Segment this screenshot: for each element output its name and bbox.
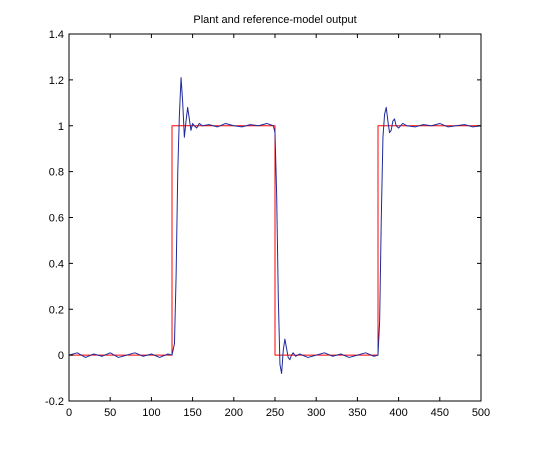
x-tick-label: 400: [389, 407, 407, 419]
y-tick-label: 1: [58, 121, 64, 133]
x-tick-label: 50: [104, 407, 116, 419]
y-tick-label: 0.4: [49, 258, 64, 270]
y-axis: -0.2 0 0.2 0.4 0.6 0.8 1 1.2 1.4: [45, 29, 481, 408]
x-tick-label: 500: [472, 407, 490, 419]
chart-title: Plant and reference-model output: [193, 14, 356, 26]
x-tick-label: 300: [307, 407, 325, 419]
y-tick-label: 1.4: [49, 29, 64, 41]
y-tick-label: 1.2: [49, 75, 64, 87]
y-tick-label: 0.2: [49, 304, 64, 316]
series-layer: [69, 77, 481, 374]
x-tick-label: 150: [183, 407, 201, 419]
x-tick-label: 250: [266, 407, 284, 419]
series-line-1: [69, 125, 481, 356]
plot-area: [68, 33, 482, 402]
y-tick-label: 0.8: [49, 167, 64, 179]
y-tick-label: 0.6: [49, 213, 64, 225]
x-tick-label: 0: [66, 407, 72, 419]
x-tick-label: 350: [348, 407, 366, 419]
series-line-2: [69, 77, 481, 374]
x-tick-label: 100: [142, 407, 160, 419]
y-tick-label: -0.2: [45, 396, 64, 408]
x-tick-label: 200: [225, 407, 243, 419]
y-tick-label: 0: [58, 350, 64, 362]
x-axis: 0 50 100 150 200 250 300 350 400 450 500: [66, 34, 490, 419]
x-tick-label: 450: [431, 407, 449, 419]
